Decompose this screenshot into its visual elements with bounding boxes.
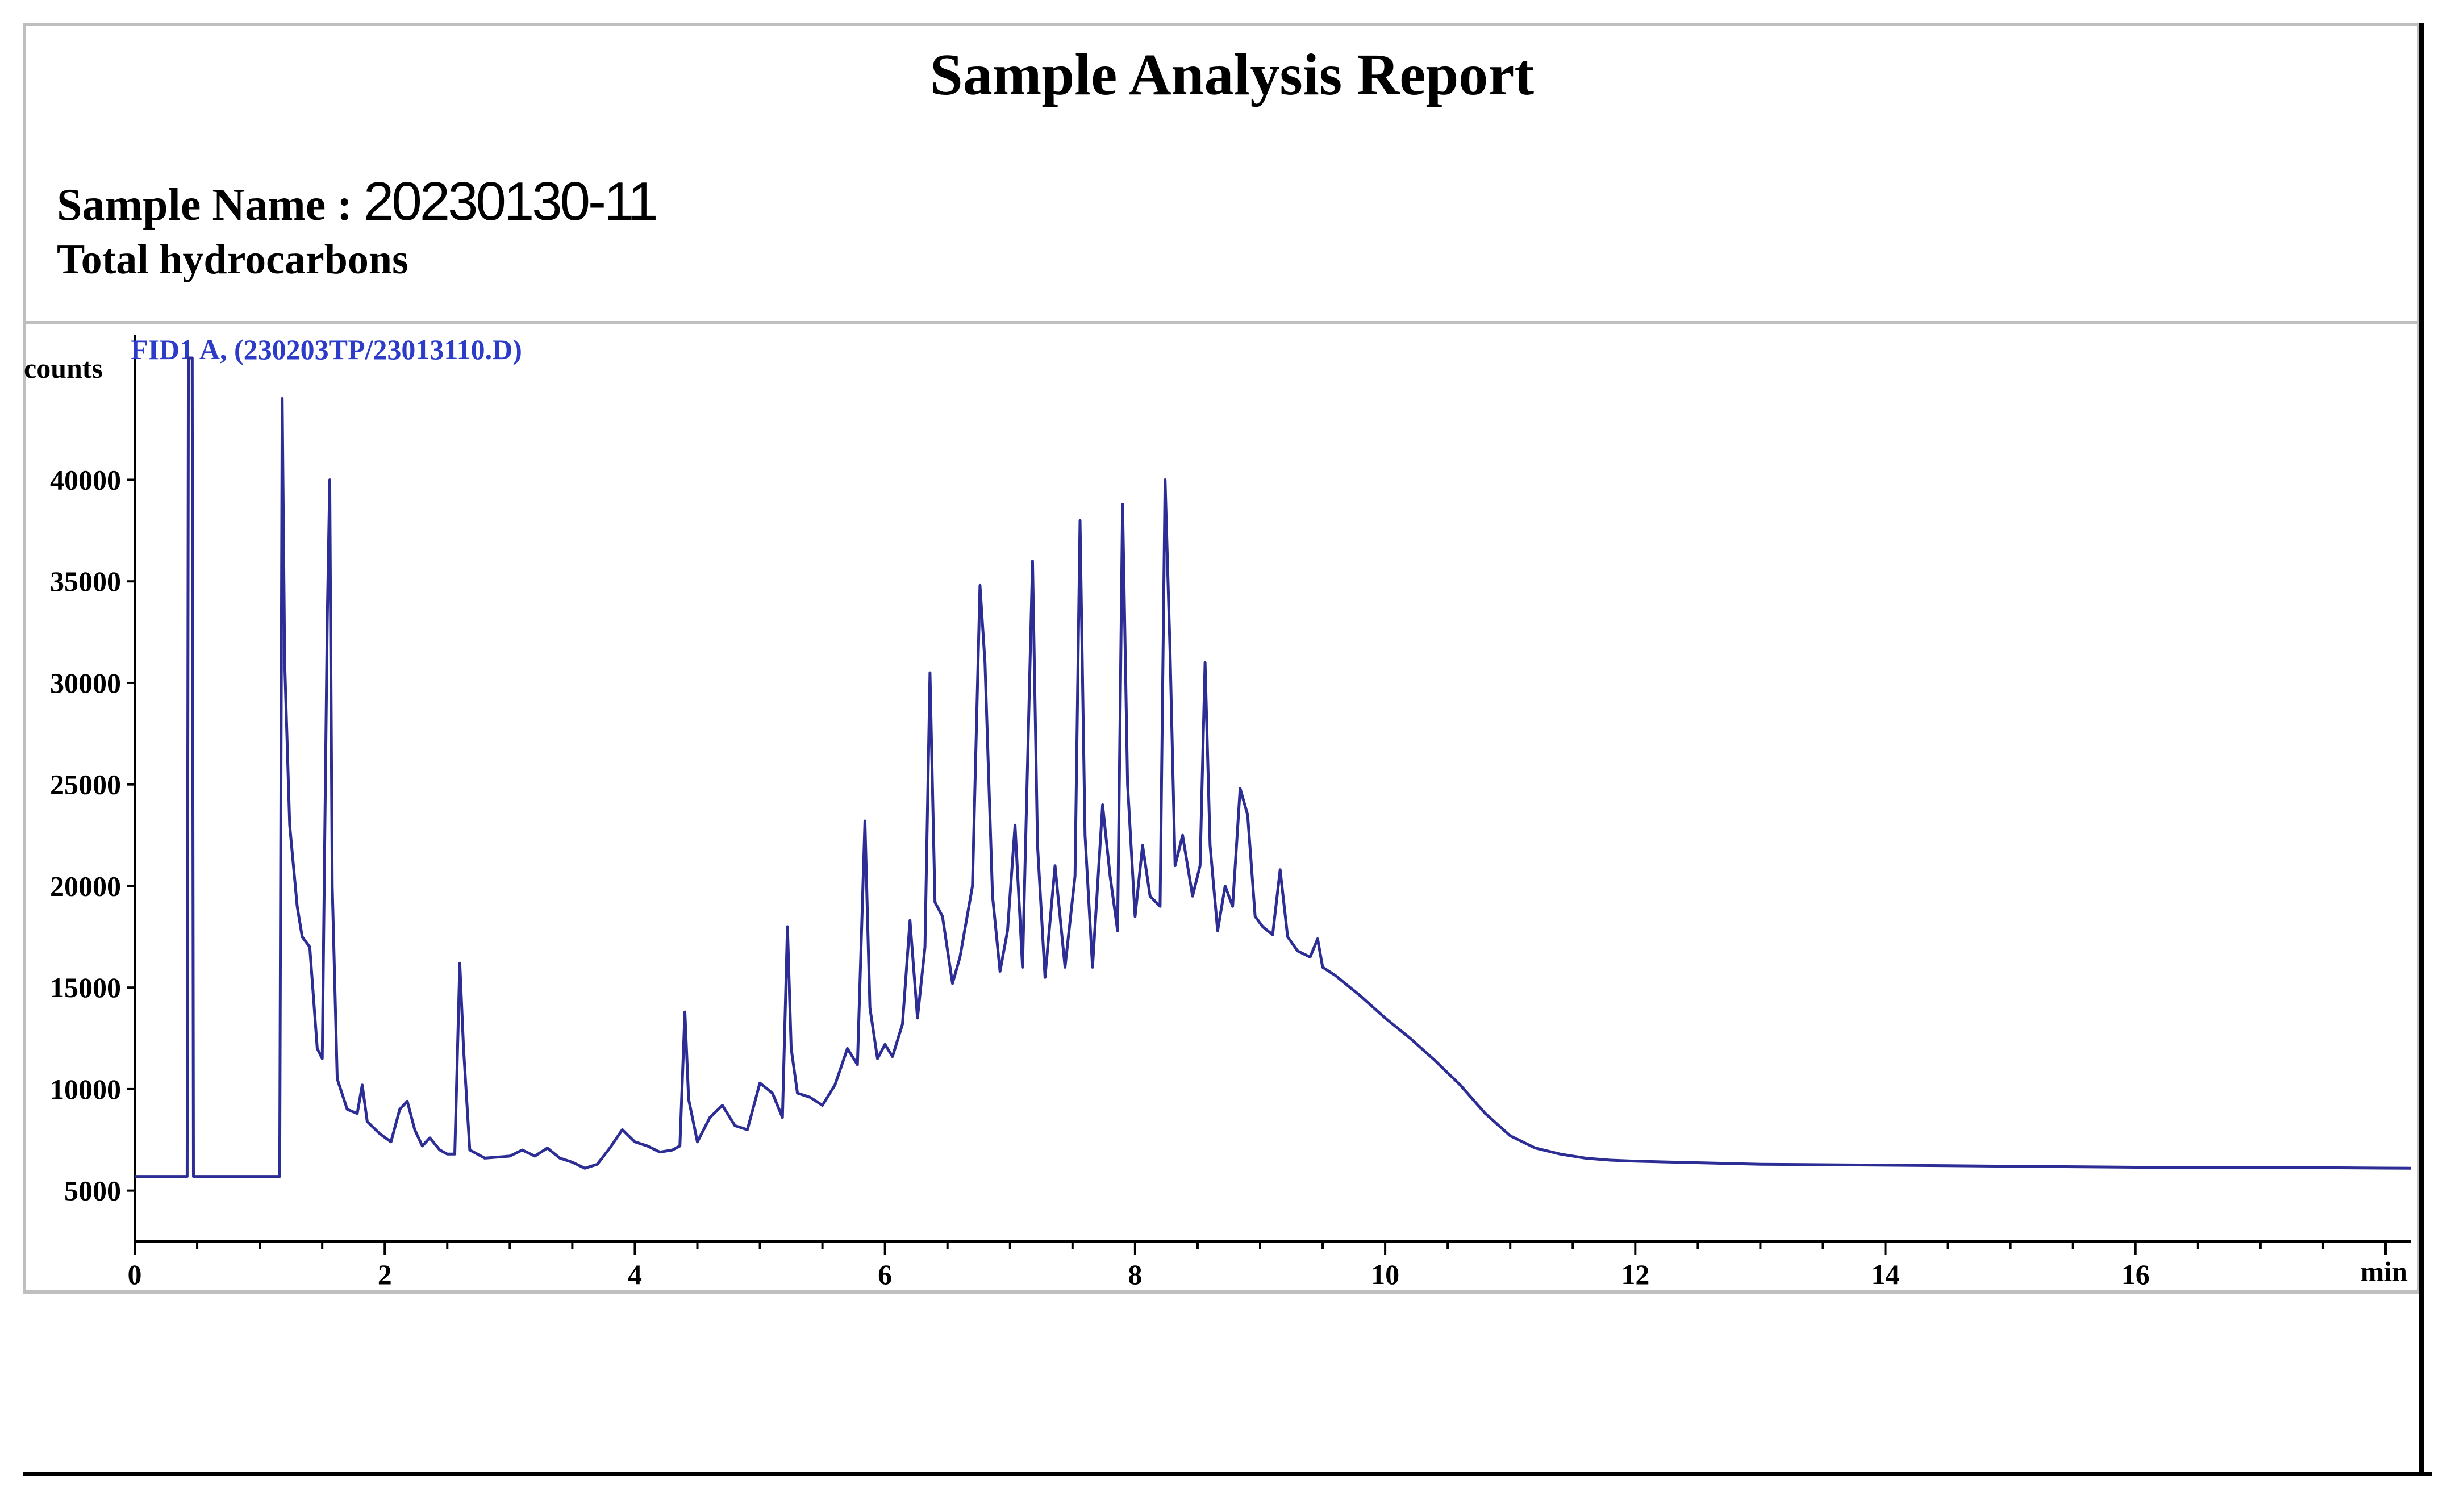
fid-trace-line xyxy=(135,356,2411,1178)
y-axis-label: counts xyxy=(24,352,103,384)
sample-name-line: Sample Name : 20230130-11 xyxy=(57,170,658,233)
chart-frame xyxy=(23,321,2420,1294)
trace-label: FID1 A, (230203TP/23013110.D) xyxy=(131,334,522,365)
y-tick-label: 35000 xyxy=(50,565,121,597)
y-tick-label: 20000 xyxy=(50,870,121,902)
y-tick-label: 25000 xyxy=(50,769,121,801)
sample-description: Total hydrocarbons xyxy=(57,236,408,283)
y-tick-label: 40000 xyxy=(50,464,121,495)
x-tick-label: 10 xyxy=(1371,1258,1399,1290)
y-tick-label: 5000 xyxy=(64,1175,121,1207)
sample-name-value: 20230130-11 xyxy=(363,171,658,232)
x-tick-label: 4 xyxy=(628,1258,642,1290)
report-title: Sample Analysis Report xyxy=(929,42,1535,107)
x-tick-label: 8 xyxy=(1128,1258,1142,1290)
report-header-frame xyxy=(23,23,2420,324)
y-tick-label: 30000 xyxy=(50,667,121,699)
x-tick-label: 16 xyxy=(2121,1258,2150,1290)
sample-name-label: Sample Name : xyxy=(57,180,352,230)
y-tick-label: 15000 xyxy=(50,972,121,1003)
x-tick-label: 0 xyxy=(128,1258,142,1290)
x-tick-label: 14 xyxy=(1871,1258,1900,1290)
y-tick-label: 10000 xyxy=(50,1073,121,1105)
x-axis-label: min xyxy=(2361,1256,2408,1287)
x-tick-label: 6 xyxy=(878,1258,892,1290)
page-bottom-rule xyxy=(23,1472,2432,1476)
x-tick-label: 12 xyxy=(1621,1258,1649,1290)
page-right-rule xyxy=(2419,23,2424,1474)
x-tick-label: 2 xyxy=(378,1258,392,1290)
